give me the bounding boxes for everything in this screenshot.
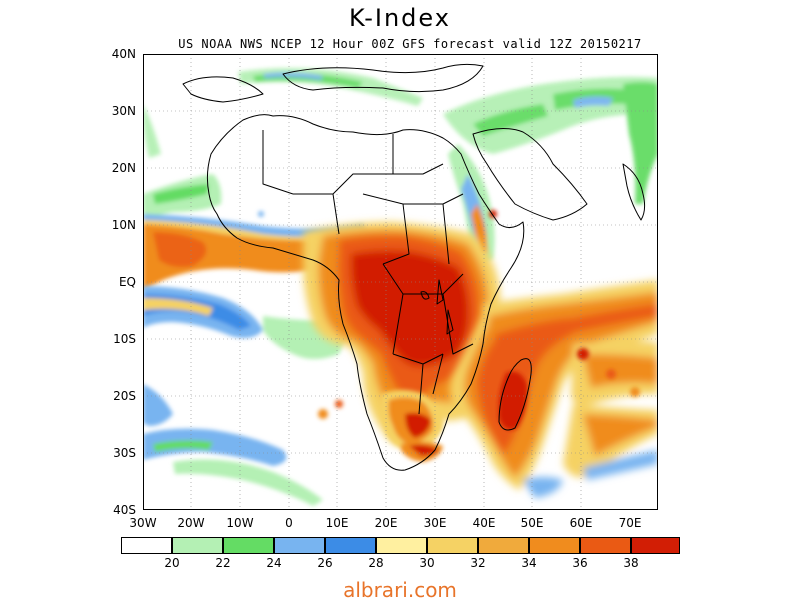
africa-coastline [206,114,525,471]
colorbar-swatch-3 [223,537,274,554]
lat-label-20n: 20N [111,161,136,175]
lat-label-10s: 10S [113,332,136,346]
lat-label-30n: 30N [111,104,136,118]
colorbar-swatch-8 [478,537,529,554]
lat-label-eq: EQ [118,275,136,289]
lon-label-70e: 70E [618,516,642,530]
colorbar-swatch-10 [580,537,631,554]
colorbar-label-34: 34 [521,556,537,570]
watermark-text[interactable]: albrari.com [343,578,457,602]
colorbar-label-32: 32 [470,556,486,570]
lon-label-40e: 40E [472,516,496,530]
colorbar-swatch-2 [172,537,223,554]
colorbar [121,537,680,554]
lon-label-50e: 50E [520,516,544,530]
lon-label-30e: 30E [423,516,447,530]
lat-label-40n: 40N [111,47,136,61]
colorbar-label-36: 36 [572,556,588,570]
contour-band-southern-africa [380,390,443,462]
coastlines [182,63,646,471]
lon-label-10e: 10E [325,516,349,530]
graticule [143,54,658,510]
colorbar-swatch-1 [121,537,172,554]
india-coastline [622,163,646,221]
lon-label-20e: 20E [374,516,398,530]
country-borders [262,130,474,415]
map-panel [143,54,658,510]
colorbar-label-22: 22 [215,556,231,570]
contour-band-north [143,68,658,204]
colorbar-label-30: 30 [419,556,435,570]
colorbar-swatch-7 [427,537,478,554]
map-title: K-Index [349,4,451,32]
colorbar-label-20: 20 [164,556,180,570]
colorbar-swatch-11 [631,537,680,554]
europe-coastline [182,76,264,103]
contour-band-atlantic-south [143,286,346,506]
map-border [143,54,658,510]
lon-label-30w: 30W [129,516,157,530]
map-subtitle: US NOAA NWS NCEP 12 Hour 00Z GFS forecas… [178,37,642,51]
colorbar-swatch-5 [325,537,376,554]
lat-label-30s: 30S [113,446,136,460]
arabia-coastline [472,128,588,221]
lon-label-0: 0 [285,516,293,530]
great-lakes [420,279,454,335]
contour-speckles [258,210,640,419]
k-index-field [143,68,658,506]
europe-coastline-2 [282,63,484,93]
lon-label-10w: 10W [226,516,254,530]
k-index-map [143,54,658,510]
lat-label-10n: 10N [111,218,136,232]
colorbar-swatch-4 [274,537,325,554]
lon-label-60e: 60E [569,516,593,530]
colorbar-label-28: 28 [368,556,384,570]
colorbar-label-26: 26 [317,556,333,570]
colorbar-label-24: 24 [266,556,282,570]
contour-band-madagascar [498,371,528,430]
colorbar-swatch-9 [529,537,580,554]
contour-band-red-sea [448,144,495,266]
madagascar-coastline [498,358,532,431]
lat-label-20s: 20S [113,389,136,403]
lat-label-40s: 40S [113,503,136,517]
colorbar-label-38: 38 [623,556,639,570]
lon-label-20w: 20W [177,516,205,530]
colorbar-swatch-6 [376,537,427,554]
